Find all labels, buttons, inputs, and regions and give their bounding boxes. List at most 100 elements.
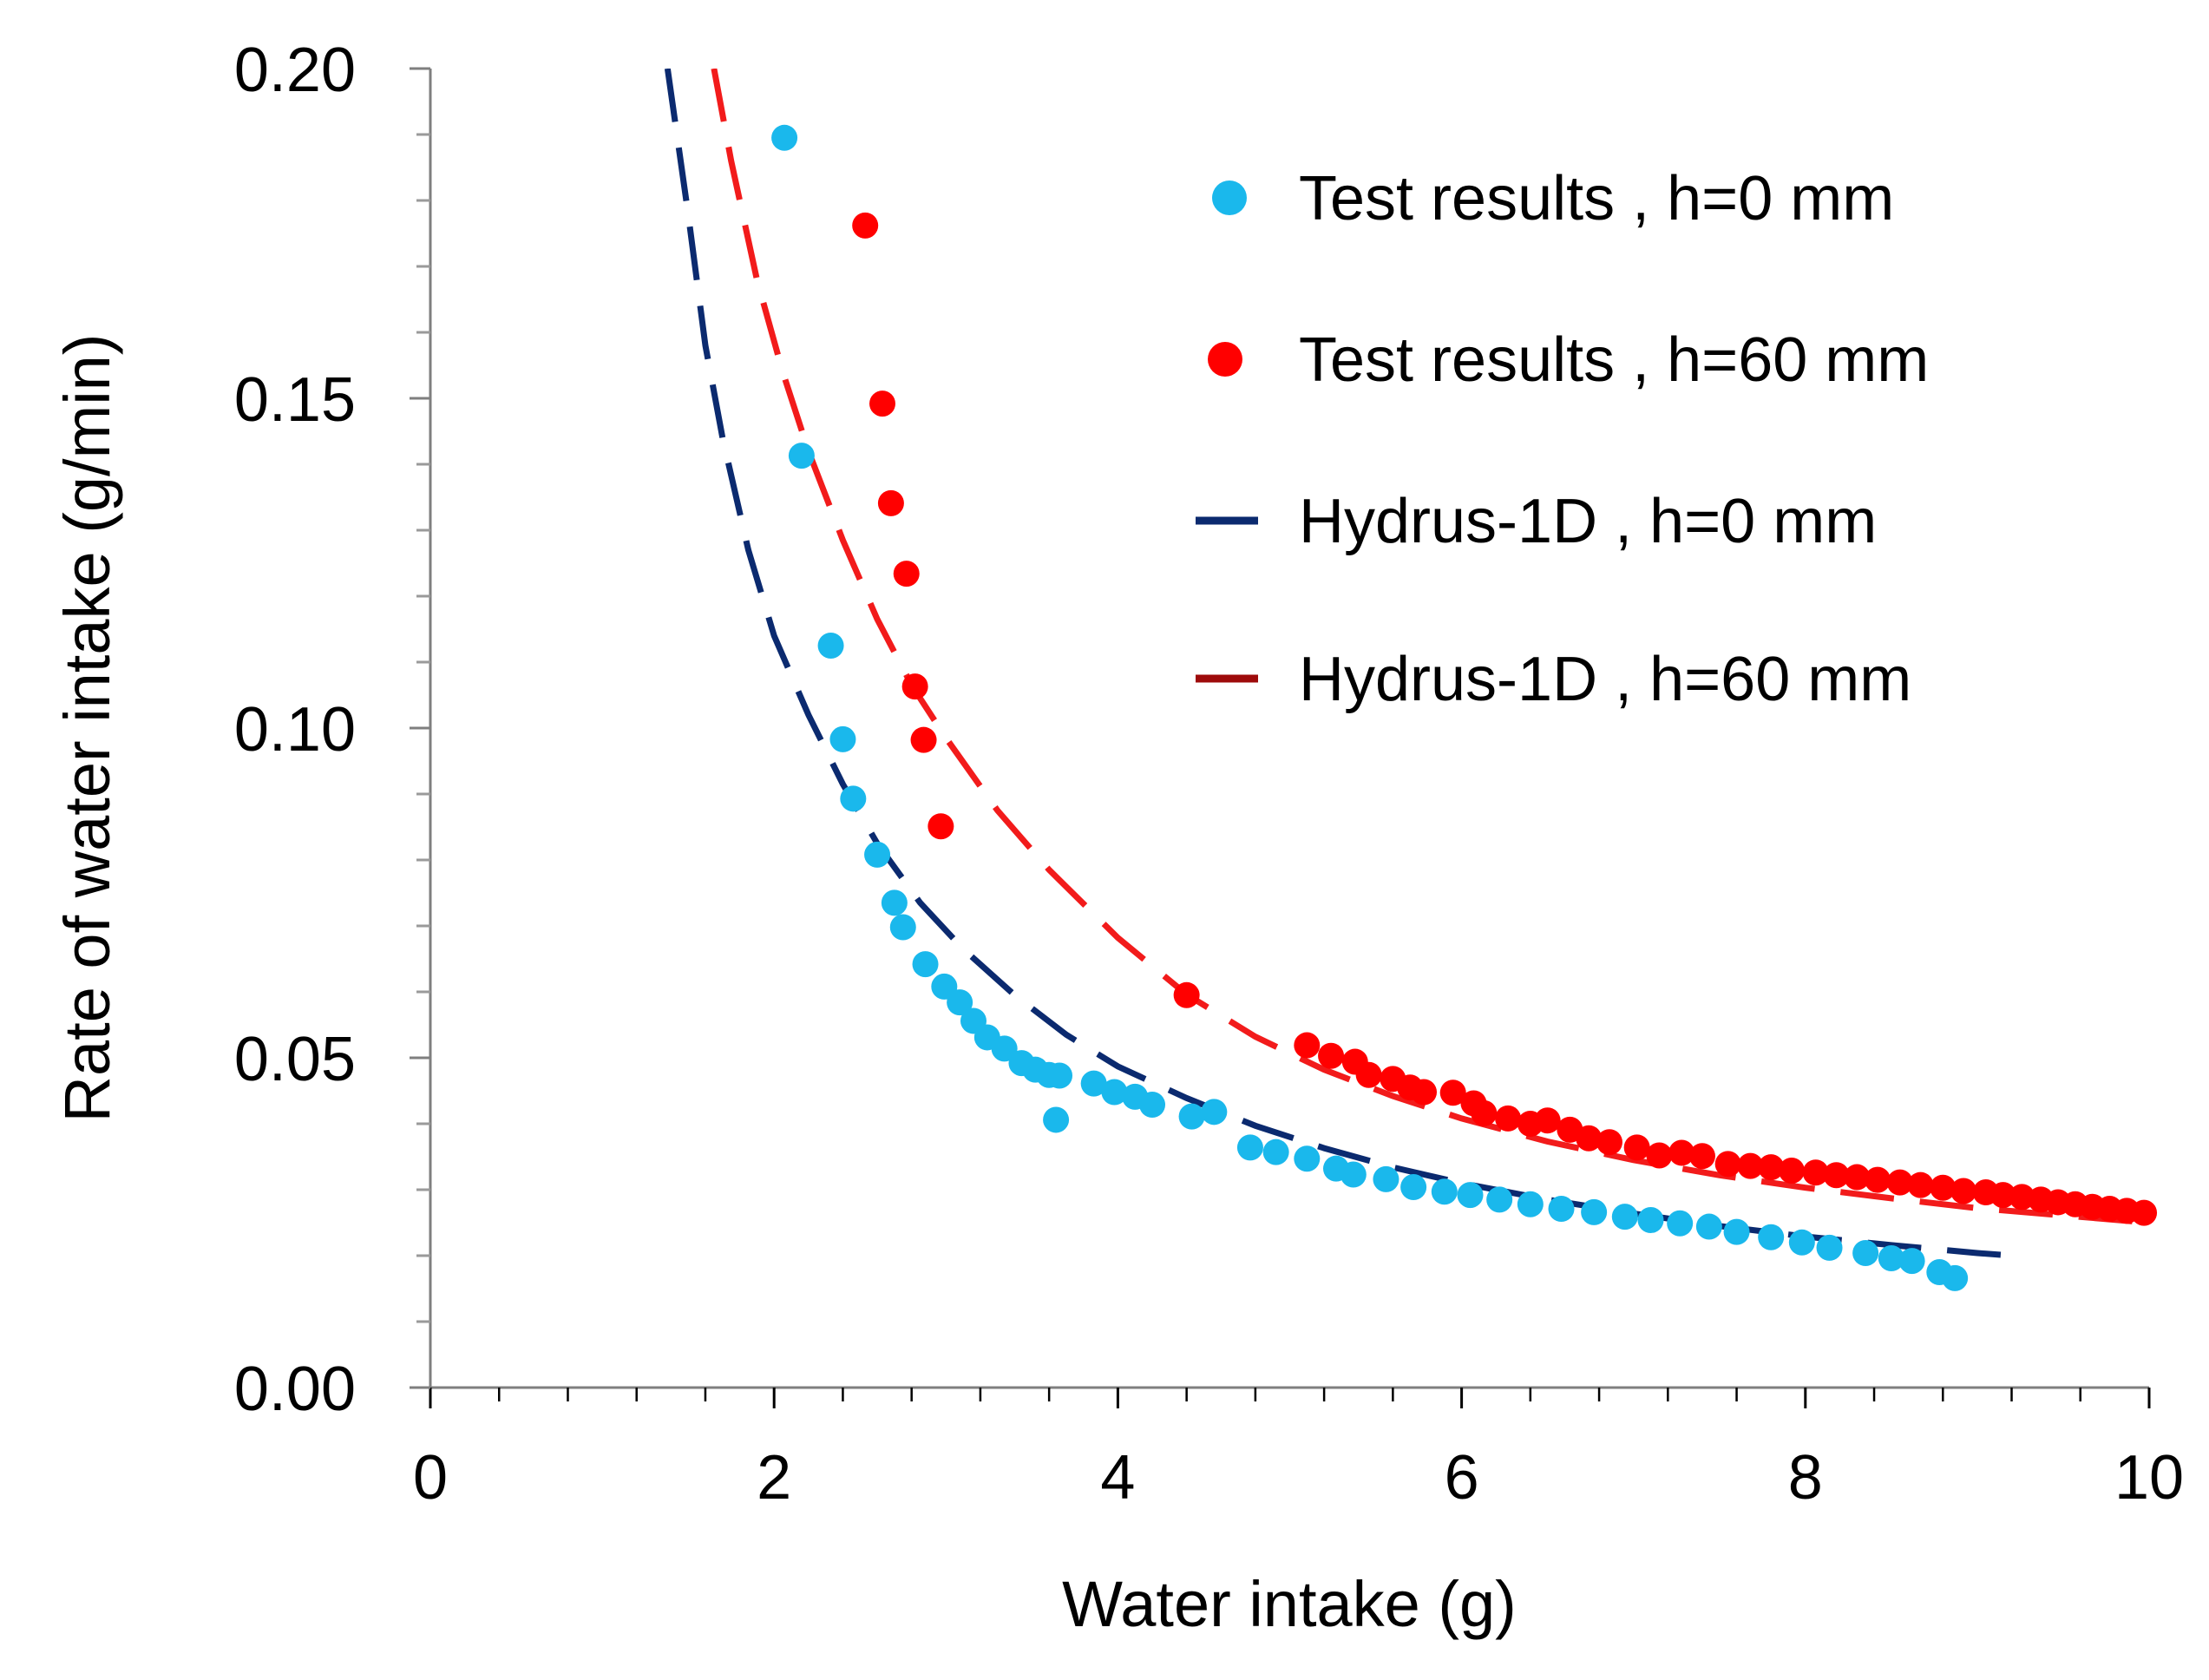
- legend-entry-test-h60: Test results , h=60 mm: [1208, 325, 1929, 395]
- test-point-1: [1534, 1107, 1561, 1134]
- test-point-0: [829, 725, 856, 752]
- y-tick-label: 0.05: [234, 1025, 356, 1094]
- legend-entry-test-h0: Test results , h=0 mm: [1212, 164, 1894, 233]
- test-point-1: [1778, 1157, 1805, 1184]
- test-point-1: [1471, 1099, 1498, 1126]
- test-point-1: [928, 813, 954, 840]
- test-point-0: [817, 633, 844, 659]
- test-point-1: [1294, 1032, 1321, 1059]
- y-axis-ticks: [410, 67, 430, 1389]
- test-point-0: [1878, 1245, 1904, 1272]
- test-point-1: [1576, 1125, 1603, 1152]
- legend-label-hydrus-h60: Hydrus-1D , h=60 mm: [1299, 645, 1911, 714]
- test-point-1: [901, 673, 928, 700]
- test-point-1: [1439, 1080, 1466, 1106]
- test-point-0: [1373, 1165, 1399, 1192]
- test-point-0: [771, 124, 798, 151]
- test-point-1: [877, 489, 904, 516]
- test-point-0: [1486, 1186, 1513, 1213]
- x-tick-label: 2: [757, 1443, 791, 1513]
- test-point-1: [1623, 1134, 1650, 1161]
- x-tick-label: 10: [2114, 1443, 2184, 1513]
- test-point-1: [1688, 1143, 1715, 1170]
- test-point-1: [1823, 1162, 1850, 1189]
- test-point-1: [1173, 981, 1200, 1008]
- test-point-0: [1637, 1206, 1664, 1233]
- test-point-1: [1758, 1154, 1785, 1181]
- test-point-0: [1046, 1062, 1073, 1089]
- test-point-1: [1865, 1166, 1891, 1193]
- test-point-0: [1101, 1079, 1128, 1106]
- test-point-1: [2131, 1199, 2158, 1226]
- test-point-1: [1886, 1169, 1913, 1196]
- test-point-0: [1667, 1210, 1694, 1237]
- test-point-1: [869, 390, 896, 417]
- test-point-0: [1178, 1103, 1205, 1130]
- legend-marker-test-h0: [1212, 180, 1247, 215]
- test-point-1: [1950, 1178, 1977, 1204]
- test-point-0: [1942, 1264, 1969, 1291]
- test-point-0: [1043, 1106, 1070, 1133]
- test-point-1: [1355, 1061, 1382, 1088]
- legend-marker-test-h60: [1208, 342, 1242, 377]
- test-points: [771, 124, 2158, 1291]
- test-point-0: [1695, 1213, 1722, 1240]
- test-point-0: [1852, 1239, 1879, 1266]
- x-axis-title: Water intake (g): [1062, 1568, 1517, 1640]
- y-tick-label: 0.20: [234, 36, 356, 105]
- test-point-1: [1646, 1142, 1673, 1169]
- x-axis-ticks: [429, 1388, 2151, 1408]
- y-tick-label: 0.15: [234, 365, 356, 435]
- test-point-0: [1548, 1196, 1575, 1223]
- x-axis-tick-labels: 0 2 4 6 8 10: [413, 1443, 2184, 1513]
- y-axis-title: Rate of water intake (g/min): [51, 334, 123, 1123]
- test-point-0: [840, 785, 867, 812]
- test-point-0: [1611, 1204, 1638, 1230]
- x-tick-label: 6: [1445, 1443, 1479, 1513]
- test-point-1: [1930, 1174, 1957, 1201]
- test-point-0: [1517, 1191, 1544, 1217]
- test-point-0: [1262, 1139, 1289, 1165]
- y-axis-tick-labels: 0.00 0.05 0.10 0.15 0.20: [234, 36, 356, 1424]
- test-point-1: [1714, 1151, 1741, 1178]
- test-point-1: [1411, 1079, 1438, 1106]
- test-point-0: [1139, 1091, 1166, 1118]
- test-point-0: [912, 951, 939, 978]
- test-point-0: [1340, 1161, 1367, 1188]
- x-tick-label: 4: [1100, 1443, 1135, 1513]
- test-point-1: [1802, 1159, 1829, 1186]
- legend-label-hydrus-h0: Hydrus-1D , h=0 mm: [1299, 487, 1877, 556]
- test-point-0: [1400, 1173, 1427, 1200]
- test-point-1: [1596, 1129, 1622, 1156]
- test-point-0: [1723, 1218, 1750, 1245]
- test-point-0: [864, 841, 891, 868]
- test-point-1: [910, 726, 937, 753]
- test-point-0: [1236, 1134, 1263, 1161]
- test-point-0: [1431, 1178, 1458, 1205]
- legend: Test results , h=0 mm Test results , h=6…: [1196, 164, 1929, 714]
- x-tick-label: 8: [1788, 1443, 1823, 1513]
- y-tick-label: 0.00: [234, 1355, 356, 1424]
- test-point-0: [1080, 1070, 1107, 1097]
- test-point-0: [991, 1035, 1018, 1062]
- test-point-1: [1495, 1105, 1522, 1132]
- test-point-1: [893, 561, 920, 587]
- hydrus-line-2: [664, 69, 2012, 1259]
- test-point-1: [852, 212, 879, 239]
- y-tick-label: 0.10: [234, 695, 356, 765]
- x-tick-label: 0: [413, 1443, 448, 1513]
- test-point-0: [1788, 1229, 1815, 1256]
- test-point-0: [1457, 1182, 1484, 1209]
- test-point-1: [1844, 1164, 1871, 1191]
- test-point-0: [788, 443, 815, 469]
- test-point-0: [947, 989, 973, 1016]
- test-point-1: [1907, 1171, 1934, 1198]
- legend-label-test-h60: Test results , h=60 mm: [1299, 325, 1929, 395]
- legend-entry-hydrus-h60: Hydrus-1D , h=60 mm: [1196, 645, 1911, 714]
- test-point-0: [1294, 1145, 1321, 1172]
- test-point-0: [1758, 1224, 1785, 1250]
- test-point-1: [1668, 1139, 1695, 1166]
- test-point-1: [1737, 1152, 1764, 1179]
- test-point-0: [1898, 1248, 1925, 1275]
